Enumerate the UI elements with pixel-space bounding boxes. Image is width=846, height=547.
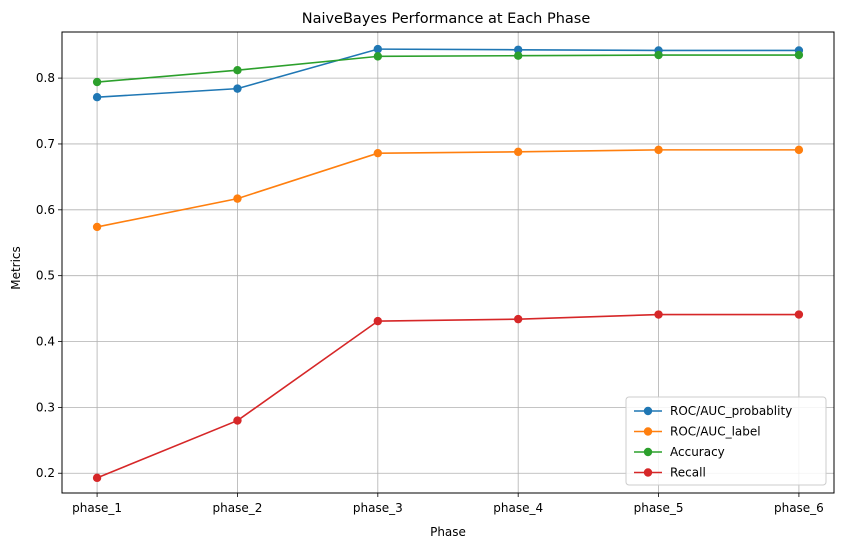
y-tick-label: 0.6 bbox=[36, 203, 55, 217]
data-point bbox=[794, 310, 804, 319]
legend-label: ROC/AUC_label bbox=[670, 425, 761, 439]
series-accuracy bbox=[92, 50, 804, 87]
legend-item: Accuracy bbox=[634, 445, 725, 459]
y-tick-label: 0.4 bbox=[36, 335, 55, 349]
y-tick-label: 0.2 bbox=[36, 466, 55, 480]
data-point bbox=[373, 148, 383, 158]
data-point bbox=[373, 52, 383, 61]
legend-box bbox=[625, 396, 827, 486]
data-point bbox=[92, 92, 102, 102]
series-line bbox=[96, 149, 799, 228]
legend-label: ROC/AUC_probablity bbox=[670, 404, 792, 418]
plot-frame bbox=[61, 31, 835, 494]
legend-marker bbox=[643, 447, 653, 457]
data-point bbox=[654, 145, 663, 155]
x-tick-label: phase_2 bbox=[213, 501, 263, 515]
x-tick-label: phase_5 bbox=[634, 501, 684, 515]
y-tick-label: 0.8 bbox=[36, 71, 55, 85]
data-point bbox=[373, 44, 383, 54]
series-layer bbox=[92, 44, 804, 483]
legend-marker bbox=[643, 406, 653, 416]
data-point bbox=[233, 416, 242, 425]
x-tick-label: phase_1 bbox=[72, 501, 122, 515]
legend-item: Recall bbox=[634, 466, 706, 480]
data-point bbox=[513, 147, 523, 157]
data-point bbox=[513, 45, 523, 54]
series-roc-auc-label bbox=[92, 145, 804, 232]
data-point bbox=[233, 65, 242, 75]
data-point bbox=[373, 316, 383, 326]
legend-marker bbox=[643, 468, 653, 477]
legend-item: ROC/AUC_label bbox=[634, 425, 761, 439]
y-axis-label: Metrics bbox=[9, 246, 23, 290]
legend-item: ROC/AUC_probablity bbox=[634, 404, 792, 418]
x-axis-ticks: phase_1 phase_2 phase_3 phase_4 phase_5 phase… bbox=[72, 493, 824, 515]
data-point bbox=[654, 310, 663, 319]
series-recall bbox=[92, 310, 804, 483]
data-point bbox=[92, 77, 102, 87]
grid bbox=[62, 32, 834, 493]
data-point bbox=[654, 50, 663, 60]
data-point bbox=[233, 194, 242, 203]
legend-label: Recall bbox=[670, 466, 706, 480]
series-line bbox=[97, 54, 799, 83]
data-point bbox=[92, 222, 102, 232]
legend-marker bbox=[643, 427, 653, 436]
data-point bbox=[794, 145, 804, 155]
x-tick-label: phase_3 bbox=[353, 501, 403, 515]
data-point bbox=[513, 51, 523, 60]
data-point bbox=[513, 314, 523, 324]
series-line bbox=[96, 313, 799, 479]
data-point bbox=[92, 473, 102, 483]
x-tick-label: phase_4 bbox=[493, 501, 543, 515]
y-tick-label: 0.7 bbox=[36, 137, 55, 151]
data-point bbox=[794, 50, 804, 60]
x-tick-label: phase_6 bbox=[774, 501, 824, 515]
x-axis-label: Phase bbox=[430, 525, 466, 539]
y-tick-label: 0.5 bbox=[36, 269, 55, 283]
legend: ROC/AUC_probablity ROC/AUC_label Accuracy R… bbox=[625, 396, 827, 486]
y-tick-label: 0.3 bbox=[36, 400, 55, 414]
y-axis-ticks: 0.2 0.3 0.4 0.5 0.6 0.7 0.8 bbox=[36, 71, 62, 480]
series-line bbox=[97, 48, 799, 98]
chart-title: NaiveBayes Performance at Each Phase bbox=[302, 11, 591, 27]
data-point bbox=[233, 84, 242, 93]
legend-label: Accuracy bbox=[670, 445, 725, 459]
